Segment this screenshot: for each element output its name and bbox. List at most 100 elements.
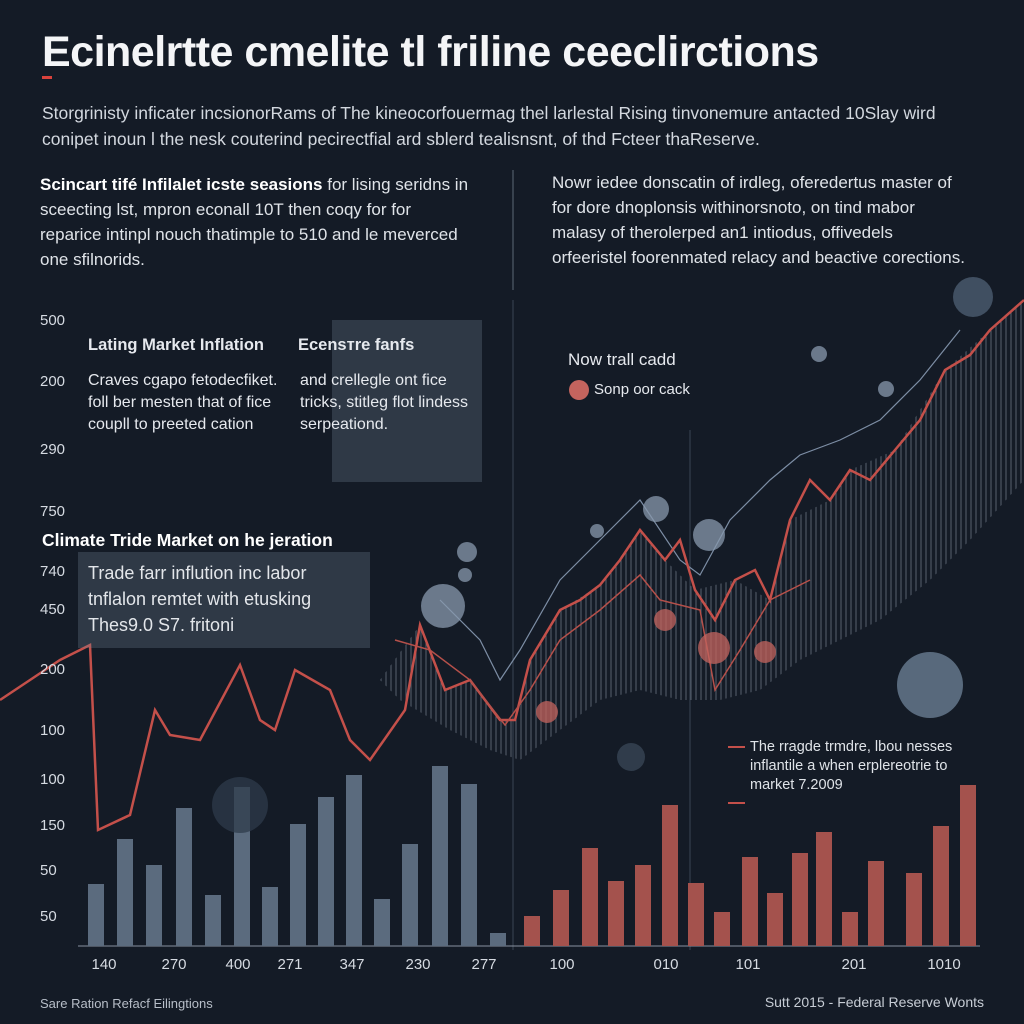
- y-axis-label: 200: [40, 373, 66, 390]
- bubble: [811, 346, 827, 362]
- bar: [262, 887, 278, 946]
- hatched-area: [380, 300, 1024, 760]
- accent: [42, 76, 52, 79]
- bubble: [643, 496, 669, 522]
- x-axis-label: 230: [405, 956, 431, 973]
- trend-line: [0, 299, 1024, 832]
- x-axis-label: 1010: [927, 956, 961, 973]
- y-axis-label: 450: [40, 601, 66, 618]
- bubble: [698, 632, 730, 664]
- bubble: [953, 277, 993, 317]
- y-axis-label: 200: [40, 661, 66, 678]
- intro: Scincart tifé Infilalet icste seasions f…: [40, 172, 470, 272]
- bubble: [878, 381, 894, 397]
- bar: [767, 893, 783, 946]
- panel-body: and crellegle ont fice tricks, stitleg f…: [300, 372, 469, 433]
- bar: [688, 883, 704, 946]
- bar: [374, 899, 390, 946]
- trend-line: [394, 573, 811, 727]
- x-axis-label: 010: [653, 956, 679, 973]
- bar: [290, 824, 306, 946]
- bar: [146, 865, 162, 946]
- bar: [461, 784, 477, 946]
- bar: [933, 826, 949, 946]
- y-axis-label: 100: [40, 771, 66, 788]
- bubble: [458, 568, 472, 582]
- bar: [960, 785, 976, 946]
- bubble: [212, 777, 268, 833]
- x-axis-label: 277: [471, 956, 497, 973]
- panel-body: Craves cgapo fetodecfiket. foll ber mest…: [88, 372, 278, 433]
- x-axis-label: 201: [841, 956, 867, 973]
- bubble: [421, 584, 465, 628]
- panel-body: Trade farr inflution inc labor tnflalon …: [88, 563, 312, 635]
- legend-item: Sonp oor cack: [594, 381, 690, 398]
- bar: [662, 805, 678, 946]
- bubble: [754, 641, 776, 663]
- y-axis-label: 50: [40, 908, 57, 925]
- x-axis-label: 101: [735, 956, 761, 973]
- panel: [78, 552, 370, 648]
- intro: Nowr iedee donscatin of irdleg, ofereder…: [552, 173, 965, 267]
- bubble: [457, 542, 477, 562]
- x-axis-label: 400: [225, 956, 251, 973]
- bar: [402, 844, 418, 946]
- bar: [176, 808, 192, 946]
- panel: [332, 320, 482, 482]
- y-axis-label: 750: [40, 503, 66, 520]
- footer: Sare Ration Refacf Eilingtions: [40, 996, 213, 1011]
- y-axis-label: 290: [40, 441, 66, 458]
- x-axis-label: 100: [549, 956, 575, 973]
- bars: [88, 766, 976, 946]
- y-axis-label: 50: [40, 862, 57, 879]
- panel-heading: Lating Market Inflation: [88, 336, 265, 354]
- bubble: [617, 743, 645, 771]
- bar: [524, 916, 540, 946]
- bar: [432, 766, 448, 946]
- intro-heading: Scincart tifé Infilalet icste seasions: [40, 175, 323, 194]
- legend-title: Now trall cadd: [568, 350, 676, 369]
- bubble: [590, 524, 604, 538]
- bar: [714, 912, 730, 946]
- panel-heading: Climate Tride Market on he jeration: [42, 530, 333, 550]
- bar: [318, 797, 334, 946]
- bar: [490, 933, 506, 946]
- bar: [88, 884, 104, 946]
- bubble: [693, 519, 725, 551]
- bubble: [654, 609, 676, 631]
- bubble: [897, 652, 963, 718]
- y-axis-label: 150: [40, 817, 66, 834]
- bar: [635, 865, 651, 946]
- y-axis-label: 740: [40, 563, 66, 580]
- bar: [582, 848, 598, 946]
- bubble: [536, 701, 558, 723]
- bar: [868, 861, 884, 946]
- intro-body: for lising seridns in sceecting lst, mpr…: [40, 175, 469, 269]
- y-axis-label: 100: [40, 722, 66, 739]
- legend-swatch: [569, 380, 589, 400]
- trend-line: [439, 329, 961, 682]
- footer: Sutt 2015 - Federal Reserve Wonts: [764, 994, 984, 1010]
- x-axis-label: 270: [161, 956, 187, 973]
- bar: [906, 873, 922, 946]
- bar: [205, 895, 221, 946]
- bar: [608, 881, 624, 946]
- subtitle: Storgrinisty inficater incsionorRams of …: [42, 103, 936, 149]
- annotation: The rragde trmdre, lbou nesses inflantil…: [750, 739, 953, 793]
- bar: [792, 853, 808, 946]
- bar: [742, 857, 758, 946]
- x-axis-label: 271: [277, 956, 303, 973]
- bar: [842, 912, 858, 946]
- bar: [346, 775, 362, 946]
- y-axis-label: 500: [40, 312, 66, 329]
- bar: [816, 832, 832, 946]
- bubbles: [212, 277, 993, 833]
- panel-heading: Ecensтre fanfs: [298, 336, 415, 354]
- bar: [553, 890, 569, 946]
- x-axis-label: 140: [91, 956, 117, 973]
- x-axis-label: 347: [339, 956, 365, 973]
- title: Ecinelrtte cmelite tl friline ceeclircti…: [42, 28, 819, 76]
- bar: [117, 839, 133, 946]
